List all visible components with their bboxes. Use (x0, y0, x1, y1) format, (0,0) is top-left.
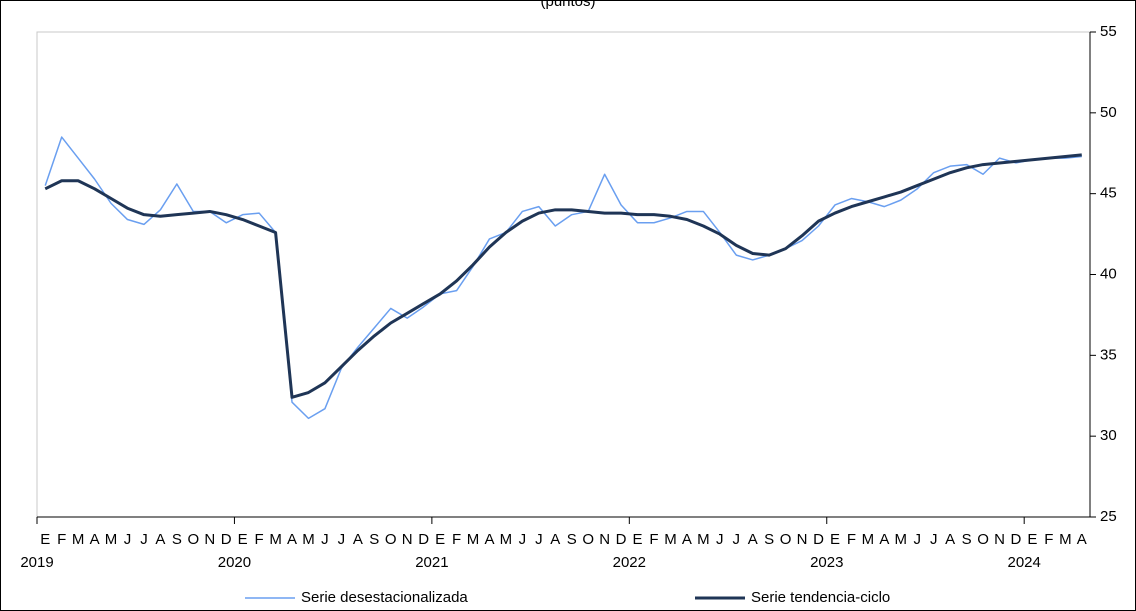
series-line (44, 136, 1082, 420)
x-tick-label: A (748, 531, 758, 548)
x-tick-label: A (682, 531, 692, 548)
x-tick-label: A (90, 531, 100, 548)
x-tick-label: A (287, 531, 297, 548)
x-tick-label: J (733, 531, 741, 548)
x-tick-label: J (913, 531, 921, 548)
x-tick-label: N (797, 531, 808, 548)
x-tick-label: M (500, 531, 513, 548)
x-tick-label: S (962, 531, 972, 548)
x-tick-label: J (321, 531, 329, 548)
x-tick-label: M (862, 531, 875, 548)
y-tick-label: 55 (1100, 23, 1117, 40)
x-tick-label: M (895, 531, 908, 548)
x-tick-label: A (1077, 531, 1087, 548)
x-tick-label: D (1011, 531, 1022, 548)
plot-area (36, 31, 1091, 518)
year-label: 2022 (613, 554, 646, 571)
legend-label: Serie tendencia-ciclo (751, 589, 890, 606)
y-tick-label: 40 (1100, 265, 1117, 282)
series-line (44, 153, 1082, 399)
x-tick-label: D (616, 531, 627, 548)
x-tick-label: F (255, 531, 264, 548)
x-tick-label: E (435, 531, 445, 548)
y-tick-label: 25 (1100, 508, 1117, 525)
x-tick-label: O (187, 531, 199, 548)
x-tick-label: M (269, 531, 282, 548)
x-tick-label: E (633, 531, 643, 548)
y-tick-label: 45 (1100, 185, 1117, 202)
x-tick-label: O (582, 531, 594, 548)
x-tick-label: A (155, 531, 165, 548)
x-tick-label: J (519, 531, 527, 548)
x-tick-label: N (599, 531, 610, 548)
x-tick-label: S (764, 531, 774, 548)
x-tick-label: A (353, 531, 363, 548)
x-tick-label: D (813, 531, 824, 548)
x-tick-label: M (467, 531, 480, 548)
x-tick-label: D (418, 531, 429, 548)
x-tick-label: F (847, 531, 856, 548)
chart-title: (puntos) (540, 0, 595, 10)
y-tick-label: 30 (1100, 427, 1117, 444)
x-tick-label: F (452, 531, 461, 548)
x-tick-label: J (124, 531, 132, 548)
x-tick-label: E (1027, 531, 1037, 548)
x-tick-label: N (402, 531, 413, 548)
x-tick-label: M (664, 531, 677, 548)
x-tick-label: M (302, 531, 315, 548)
x-tick-label: S (567, 531, 577, 548)
x-tick-label: F (57, 531, 66, 548)
x-tick-label: M (105, 531, 118, 548)
x-tick-label: O (977, 531, 989, 548)
x-tick-label: E (238, 531, 248, 548)
x-tick-label: A (945, 531, 955, 548)
x-tick-label: A (484, 531, 494, 548)
year-label: 2020 (218, 554, 251, 571)
x-tick-label: E (830, 531, 840, 548)
x-tick-label: J (716, 531, 724, 548)
x-tick-label: A (879, 531, 889, 548)
x-tick-label: M (1059, 531, 1072, 548)
x-tick-label: M (72, 531, 85, 548)
x-tick-label: N (204, 531, 215, 548)
x-tick-label: S (369, 531, 379, 548)
x-tick-label: S (172, 531, 182, 548)
x-tick-label: J (140, 531, 148, 548)
x-tick-label: J (338, 531, 346, 548)
year-label: 2021 (415, 554, 448, 571)
year-label: 2019 (20, 554, 53, 571)
x-tick-label: J (535, 531, 543, 548)
legend-label: Serie desestacionalizada (301, 589, 468, 606)
year-label: 2023 (810, 554, 843, 571)
x-tick-label: N (994, 531, 1005, 548)
x-tick-label: D (221, 531, 232, 548)
x-tick-label: A (550, 531, 560, 548)
x-tick-label: E (40, 531, 50, 548)
x-tick-label: F (1044, 531, 1053, 548)
x-tick-label: F (649, 531, 658, 548)
x-tick-label: O (385, 531, 397, 548)
x-tick-label: J (930, 531, 938, 548)
y-tick-label: 50 (1100, 104, 1117, 121)
year-label: 2024 (1008, 554, 1041, 571)
x-tick-label: O (780, 531, 792, 548)
y-tick-label: 35 (1100, 346, 1117, 363)
x-tick-label: M (697, 531, 710, 548)
